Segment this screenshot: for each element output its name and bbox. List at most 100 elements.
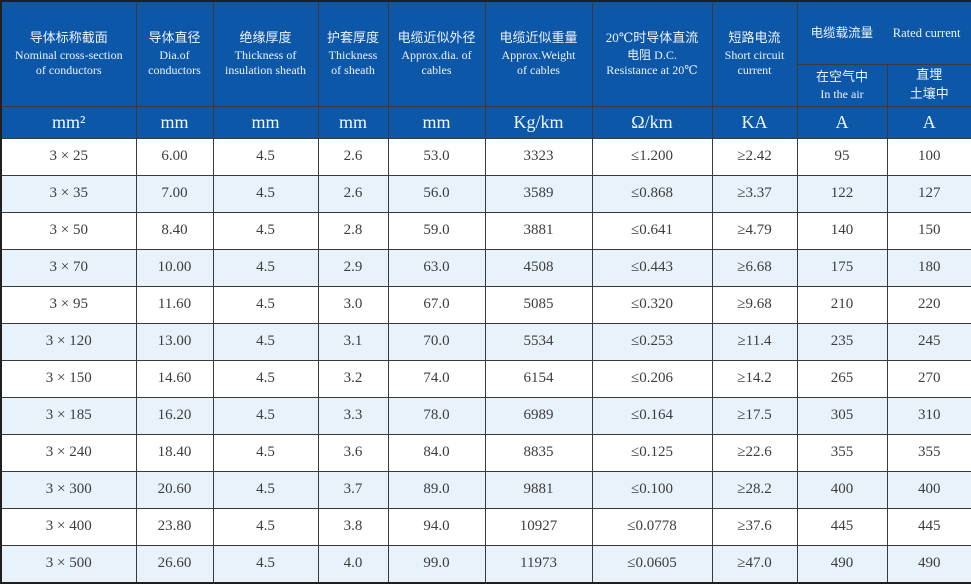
cell: ≥14.2 (711, 359, 798, 398)
cell: 490 (886, 544, 971, 583)
col-header-en: 电阻 D.C. (627, 47, 677, 62)
cell: ≤0.320 (591, 285, 713, 324)
cell: 265 (796, 359, 888, 398)
cell: 7.00 (135, 174, 214, 213)
cell: 94.0 (387, 507, 486, 546)
cell: 53.0 (387, 137, 486, 176)
cell: 355 (796, 433, 888, 472)
header-row-units: mm² mm mm mm mm Kg/km Ω/km KA A A (0, 105, 971, 139)
col-header-zh: 短路电流 (728, 29, 781, 45)
cell: 140 (796, 211, 888, 250)
cell: ≥28.2 (711, 470, 798, 509)
cell: 2.6 (317, 137, 389, 176)
unit-cell: mm (317, 105, 389, 139)
cell: 26.60 (135, 544, 214, 583)
col-header-short-circuit: 短路电流 Short circuit current (711, 0, 798, 107)
col-header-en: cables (421, 63, 452, 78)
col-header-en: Short circuit (724, 47, 785, 62)
cell: 3.0 (317, 285, 389, 324)
cell: ≤0.125 (591, 433, 713, 472)
cell: 3 × 400 (0, 507, 137, 546)
col-header-en: of conductors (35, 63, 102, 78)
header-row-main: 导体标称截面 Nominal cross-section of conducto… (0, 0, 971, 107)
cell: 355 (886, 433, 971, 472)
col-header-en: of sheath (331, 63, 375, 78)
cell: ≥6.68 (711, 248, 798, 287)
col-header-en: In the air (820, 86, 864, 101)
col-header-dc-resistance: 20℃时导体直流 电阻 D.C. Resistance at 20℃ (591, 0, 713, 107)
cell: 127 (886, 174, 971, 213)
cell: 2.9 (317, 248, 389, 287)
col-header-sheath-thickness: 护套厚度 Thickness of sheath (317, 0, 389, 107)
cell: ≤0.206 (591, 359, 713, 398)
cell: 4.5 (212, 544, 319, 583)
cell: 4.5 (212, 396, 319, 435)
cell: 122 (796, 174, 888, 213)
cell: 175 (796, 248, 888, 287)
table-row: 3 × 35 7.00 4.5 2.6 56.0 3589 ≤0.868 ≥3.37 122 12… (0, 174, 971, 213)
cell: 4.0 (317, 544, 389, 583)
col-header-zh: 土壤中 (909, 86, 949, 101)
cell: ≥2.42 (711, 137, 798, 176)
table-row: 3 × 50 8.40 4.5 2.8 59.0 3881 ≤0.641 ≥4.79 140 15… (0, 211, 971, 250)
cell: 150 (886, 211, 971, 250)
col-header-cross-section: 导体标称截面 Nominal cross-section of conducto… (0, 0, 137, 107)
cell: 11973 (484, 544, 593, 583)
cell: 99.0 (387, 544, 486, 583)
header-row-sub: 在空气中 In the air 直埋 土壤中 (1, 63, 971, 107)
col-header-en: current (737, 63, 772, 78)
cell: 305 (796, 396, 888, 435)
unit-cell: mm² (0, 105, 137, 139)
cell: 10927 (484, 507, 593, 546)
table-header: 导体标称截面 Nominal cross-section of conducto… (0, 0, 971, 139)
cell: 56.0 (387, 174, 486, 213)
cell: 5534 (484, 322, 593, 361)
cell: 3.6 (317, 433, 389, 472)
col-header-zh: 在空气中 (815, 68, 868, 84)
cell: 3 × 25 (0, 137, 137, 176)
cell: ≥37.6 (711, 507, 798, 546)
table-row: 3 × 120 13.00 4.5 3.1 70.0 5534 ≤0.253 ≥11.4 235… (0, 322, 971, 361)
cell: ≤0.641 (591, 211, 713, 250)
col-header-en: Approx.Weight (501, 47, 576, 62)
cell: 235 (796, 322, 888, 361)
cell: 3.1 (317, 322, 389, 361)
cell: 59.0 (387, 211, 486, 250)
cell: 70.0 (387, 322, 486, 361)
cell: 3 × 35 (0, 174, 137, 213)
cell: 4508 (484, 248, 593, 287)
cell: ≤0.443 (591, 248, 713, 287)
col-header-en: Thickness of (234, 47, 297, 62)
cell: 210 (796, 285, 888, 324)
cell: 6154 (484, 359, 593, 398)
col-header-zh: 20℃时导体直流 (605, 29, 699, 45)
cell: 5085 (484, 285, 593, 324)
cell: 6.00 (135, 137, 214, 176)
cell: 89.0 (387, 470, 486, 509)
cell: 4.5 (212, 433, 319, 472)
cell: 8835 (484, 433, 593, 472)
cell: ≥9.68 (711, 285, 798, 324)
cell: 13.00 (135, 322, 214, 361)
unit-cell: mm (135, 105, 214, 139)
cell: ≤0.164 (591, 396, 713, 435)
cell: ≤0.253 (591, 322, 713, 361)
unit-cell: A (886, 105, 971, 139)
cell: 3 × 95 (0, 285, 137, 324)
cell: 3 × 185 (0, 396, 137, 435)
cell: 4.5 (212, 359, 319, 398)
cell: 3.3 (317, 396, 389, 435)
ampacity-group-en-title: Rated current (892, 25, 961, 40)
cell: 4.5 (212, 174, 319, 213)
cell: ≥3.37 (711, 174, 798, 213)
cell: ≥17.5 (711, 396, 798, 435)
cell: 3.7 (317, 470, 389, 509)
table-row: 3 × 25 6.00 4.5 2.6 53.0 3323 ≤1.200 ≥2.42 95 100 (0, 137, 971, 176)
cell: 270 (886, 359, 971, 398)
col-header-en: Resistance at 20℃ (606, 63, 698, 78)
cell: 3589 (484, 174, 593, 213)
cell: 400 (886, 470, 971, 509)
cell: 10.00 (135, 248, 214, 287)
cell: 2.6 (317, 174, 389, 213)
